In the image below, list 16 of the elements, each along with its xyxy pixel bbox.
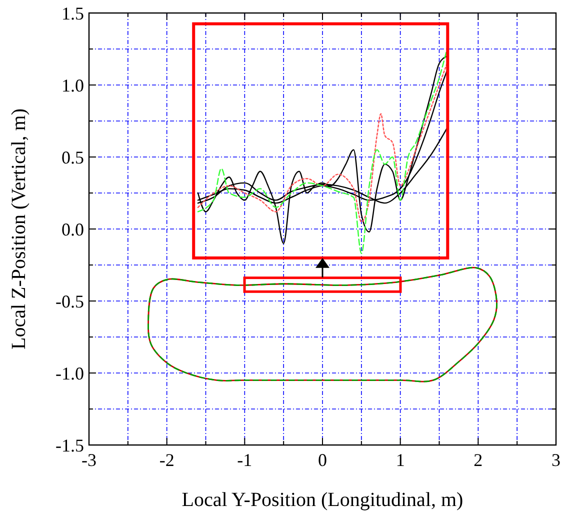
y-tick-label: -1.0 xyxy=(56,363,84,384)
y-tick-label: -0.5 xyxy=(56,291,84,312)
y-tick-label: -1.5 xyxy=(56,435,84,456)
y-tick-label: 0.5 xyxy=(62,147,84,168)
y-axis-title: Local Z-Position (Vertical, m) xyxy=(8,108,30,350)
x-tick-label: 1 xyxy=(396,450,405,470)
x-tick-label: 2 xyxy=(474,450,483,470)
x-tick-label: 3 xyxy=(552,450,560,470)
y-tick-label: 0.0 xyxy=(62,219,84,240)
y-tick-label: 1.0 xyxy=(62,75,84,96)
x-tick-label: -3 xyxy=(82,450,96,470)
x-tick-label: -2 xyxy=(159,450,174,470)
y-tick-label: 1.5 xyxy=(62,3,84,24)
x-tick-label: 0 xyxy=(318,450,327,470)
x-axis-title: Local Y-Position (Longitudinal, m) xyxy=(182,489,464,511)
x-tick-label: -1 xyxy=(237,450,252,470)
